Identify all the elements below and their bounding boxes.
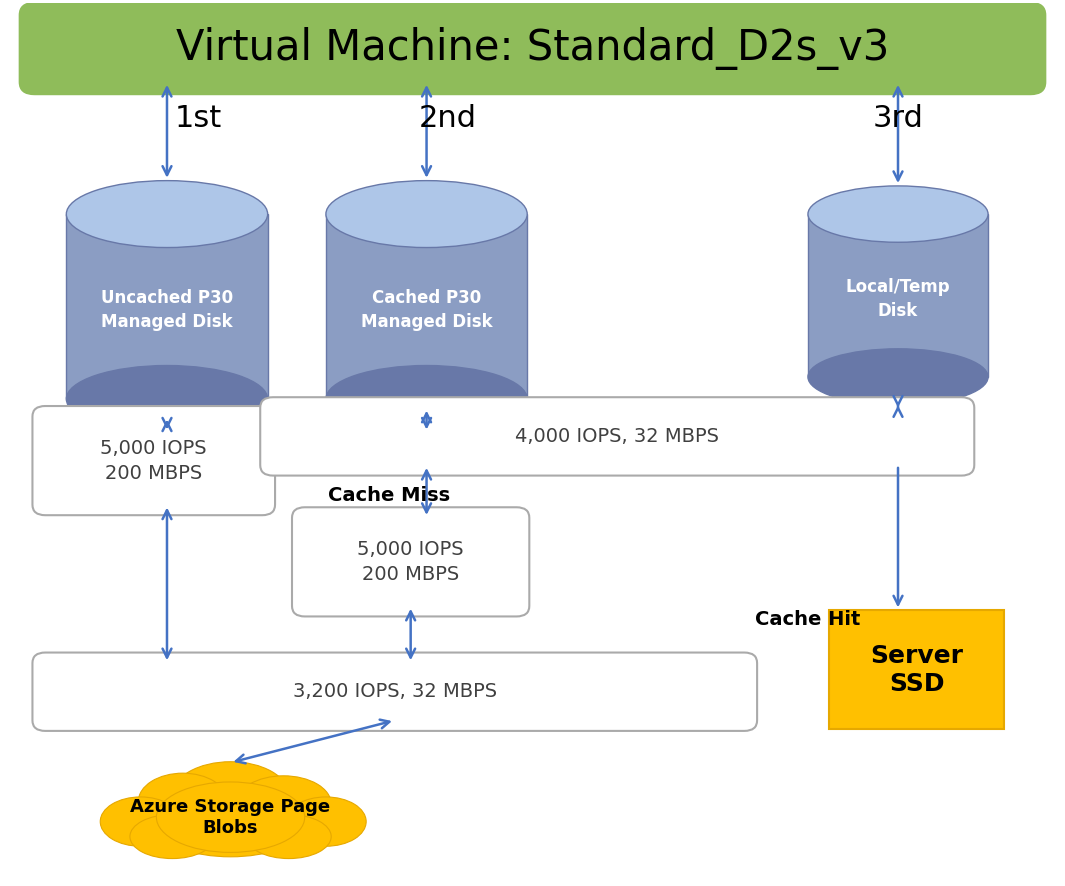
Text: Cache Hit: Cache Hit: [755, 610, 861, 628]
Ellipse shape: [173, 762, 289, 828]
Ellipse shape: [162, 804, 299, 857]
Ellipse shape: [246, 814, 331, 859]
Ellipse shape: [808, 349, 988, 405]
Text: Azure Storage Page
Blobs: Azure Storage Page Blobs: [131, 797, 330, 836]
FancyBboxPatch shape: [32, 653, 757, 731]
Text: 3,200 IOPS, 32 MBPS: 3,200 IOPS, 32 MBPS: [293, 682, 497, 701]
Text: Uncached P30
Managed Disk: Uncached P30 Managed Disk: [101, 290, 233, 331]
Text: 2nd: 2nd: [419, 105, 477, 134]
Ellipse shape: [157, 782, 305, 852]
Ellipse shape: [100, 797, 181, 846]
Ellipse shape: [130, 814, 215, 859]
Text: Cache Miss: Cache Miss: [328, 486, 450, 505]
FancyBboxPatch shape: [260, 397, 974, 476]
Text: Cached P30
Managed Disk: Cached P30 Managed Disk: [361, 290, 492, 331]
Ellipse shape: [285, 797, 366, 846]
Text: Server
SSD: Server SSD: [870, 644, 963, 696]
Text: 1st: 1st: [175, 105, 223, 134]
Text: 4,000 IOPS, 32 MBPS: 4,000 IOPS, 32 MBPS: [515, 427, 719, 446]
Text: Virtual Machine: Standard_D2s_v3: Virtual Machine: Standard_D2s_v3: [176, 27, 889, 70]
FancyBboxPatch shape: [19, 2, 1046, 95]
Ellipse shape: [808, 186, 988, 242]
Ellipse shape: [66, 181, 267, 247]
FancyBboxPatch shape: [292, 508, 529, 617]
Ellipse shape: [326, 366, 527, 432]
Ellipse shape: [326, 181, 527, 247]
Text: 5,000 IOPS
200 MBPS: 5,000 IOPS 200 MBPS: [358, 540, 464, 584]
Text: 5,000 IOPS
200 MBPS: 5,000 IOPS 200 MBPS: [100, 439, 207, 483]
Polygon shape: [66, 214, 267, 399]
Ellipse shape: [235, 776, 331, 832]
Text: 3rd: 3rd: [872, 105, 923, 134]
Text: Local/Temp
Disk: Local/Temp Disk: [846, 278, 950, 320]
FancyBboxPatch shape: [32, 406, 275, 515]
Bar: [830, 610, 1004, 729]
Polygon shape: [326, 214, 527, 399]
Polygon shape: [808, 214, 988, 377]
Ellipse shape: [66, 366, 267, 432]
Ellipse shape: [138, 773, 228, 829]
